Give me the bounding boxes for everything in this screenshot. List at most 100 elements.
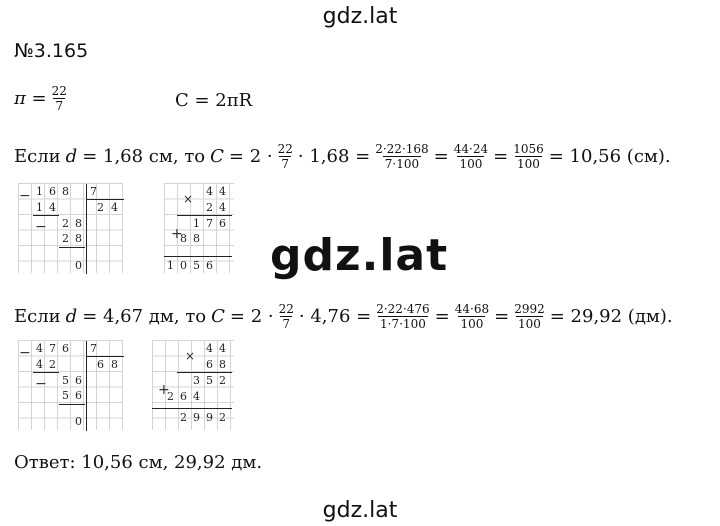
l1-f2-num: 2·22·168 (375, 142, 429, 156)
l2-result: = 29,92 (дм). (549, 306, 673, 327)
div1-sub1-0: 1 (36, 201, 43, 214)
mul1-a-0: 4 (206, 185, 213, 198)
div2-rem-1: 6 (75, 374, 82, 387)
mul2-hline-2 (152, 408, 232, 409)
mul2-p2-1: 6 (180, 390, 187, 403)
multiplication-grid-1 (164, 183, 234, 273)
mul2-a-0: 4 (206, 342, 213, 355)
l1-frac2: 2·22·168 7·100 (373, 142, 430, 171)
div2-divisor: 7 (90, 342, 97, 355)
div2-minus-2: − (35, 376, 47, 392)
l2-cvar: C (211, 306, 225, 327)
div1-rem-1: 8 (75, 217, 82, 230)
div1-quot-0: 2 (97, 201, 104, 214)
l1-f4-num: 1056 (513, 142, 544, 156)
mul2-p1-0: 3 (193, 374, 200, 387)
l2-f2-den: 1·7·100 (378, 316, 428, 331)
l1-frac1: 22 7 (276, 142, 295, 171)
l1-frac3: 44·24 100 (452, 142, 490, 171)
pi-lhs: π = (14, 88, 47, 109)
mul1-p2-1: 8 (193, 232, 200, 245)
div1-minus-1: − (19, 188, 31, 204)
l1-eq2: = 2 · (228, 146, 273, 167)
mul2-res-1: 9 (193, 411, 200, 424)
div1-vline (86, 184, 87, 274)
mul2-p1-2: 2 (219, 374, 226, 387)
mul2-p1-1: 5 (206, 374, 213, 387)
l1-f3-num: 44·24 (453, 142, 489, 156)
mul1-res-0: 1 (167, 259, 174, 272)
l2-frac2: 2·22·476 1·7·100 (374, 302, 431, 331)
l2-frac4: 2992 100 (512, 302, 547, 331)
l1-f1-num: 22 (277, 142, 293, 156)
div2-vline (86, 341, 87, 431)
div2-sub2-0: 5 (62, 389, 69, 402)
mul2-plus: + (158, 382, 170, 398)
div1-final: 0 (75, 259, 82, 272)
mul2-res-2: 9 (206, 411, 213, 424)
l2-var: d (65, 306, 78, 327)
l2-f4-num: 2992 (514, 302, 545, 316)
div1-sub2-0: 2 (62, 232, 69, 245)
mul1-plus: + (171, 226, 183, 242)
answer-line: Ответ: 10,56 см, 29,92 дм. (14, 452, 263, 473)
l2-f4-den: 100 (516, 316, 543, 331)
l2-frac1: 22 7 (277, 302, 296, 331)
div1-quot-1: 4 (111, 201, 118, 214)
mul2-res-3: 2 (219, 411, 226, 424)
mul1-hline-1 (177, 215, 232, 216)
watermark-top: gdz.lat (322, 4, 398, 29)
mul2-p2-2: 4 (193, 390, 200, 403)
mul1-res-2: 5 (193, 259, 200, 272)
div2-sub1-1: 2 (49, 358, 56, 371)
div1-dividend-2: 8 (62, 185, 69, 198)
l2-eq3: = (434, 306, 450, 327)
pi-formula: π = 22 7 (14, 84, 72, 113)
mul2-a-1: 4 (219, 342, 226, 355)
div1-hline-2 (59, 247, 85, 248)
div1-sub2-1: 8 (75, 232, 82, 245)
div2-final: 0 (75, 415, 82, 428)
solution-line-2: Если d = 4,67 дм, то C = 2 · 22 7 · 4,76 … (14, 302, 673, 331)
l1-eq3: = (433, 146, 449, 167)
div2-hline-2 (59, 404, 85, 405)
pi-num: 22 (51, 84, 67, 98)
l1-result: = 10,56 (см). (548, 146, 671, 167)
l1-mid: · 1,68 = (297, 146, 371, 167)
l1-var: d (65, 146, 78, 167)
div1-divisor: 7 (90, 185, 97, 198)
watermark-middle: gdz.lat (270, 230, 449, 281)
mul1-res-3: 6 (206, 259, 213, 272)
div2-quot-1: 8 (111, 358, 118, 371)
division-grid-2 (18, 340, 123, 430)
div2-sub2-1: 6 (75, 389, 82, 402)
l2-f1-num: 22 (278, 302, 294, 316)
div2-hline-divisor (86, 356, 124, 357)
l1-f2-den: 7·100 (382, 156, 422, 171)
div2-quot-0: 6 (97, 358, 104, 371)
mul1-res-1: 0 (180, 259, 187, 272)
mul2-hline-1 (177, 372, 232, 373)
division-grid-1 (18, 183, 123, 273)
l2-frac3: 44·68 100 (453, 302, 491, 331)
mul1-b-0: 2 (206, 201, 213, 214)
l1-prefix: Если (14, 146, 61, 167)
l1-eq1: = 1,68 см, то (82, 146, 206, 167)
mul2-b-0: 6 (206, 358, 213, 371)
mul1-b-1: 4 (219, 201, 226, 214)
circ-text: C = 2πR (175, 90, 253, 111)
l2-mid: · 4,76 = (298, 306, 372, 327)
div2-sub1-0: 4 (36, 358, 43, 371)
l1-eq4: = (493, 146, 509, 167)
mul1-hline-2 (164, 256, 232, 257)
l2-f2-num: 2·22·476 (376, 302, 430, 316)
l2-prefix: Если (14, 306, 61, 327)
div1-hline-divisor (86, 199, 124, 200)
circumference-formula: C = 2πR (175, 90, 252, 111)
div2-dividend-0: 4 (36, 342, 43, 355)
mul1-p1-2: 6 (219, 217, 226, 230)
div1-dividend-0: 1 (36, 185, 43, 198)
l1-cvar: C (210, 146, 224, 167)
mul1-p2-0: 8 (180, 232, 187, 245)
mul1-p1-1: 7 (206, 217, 213, 230)
